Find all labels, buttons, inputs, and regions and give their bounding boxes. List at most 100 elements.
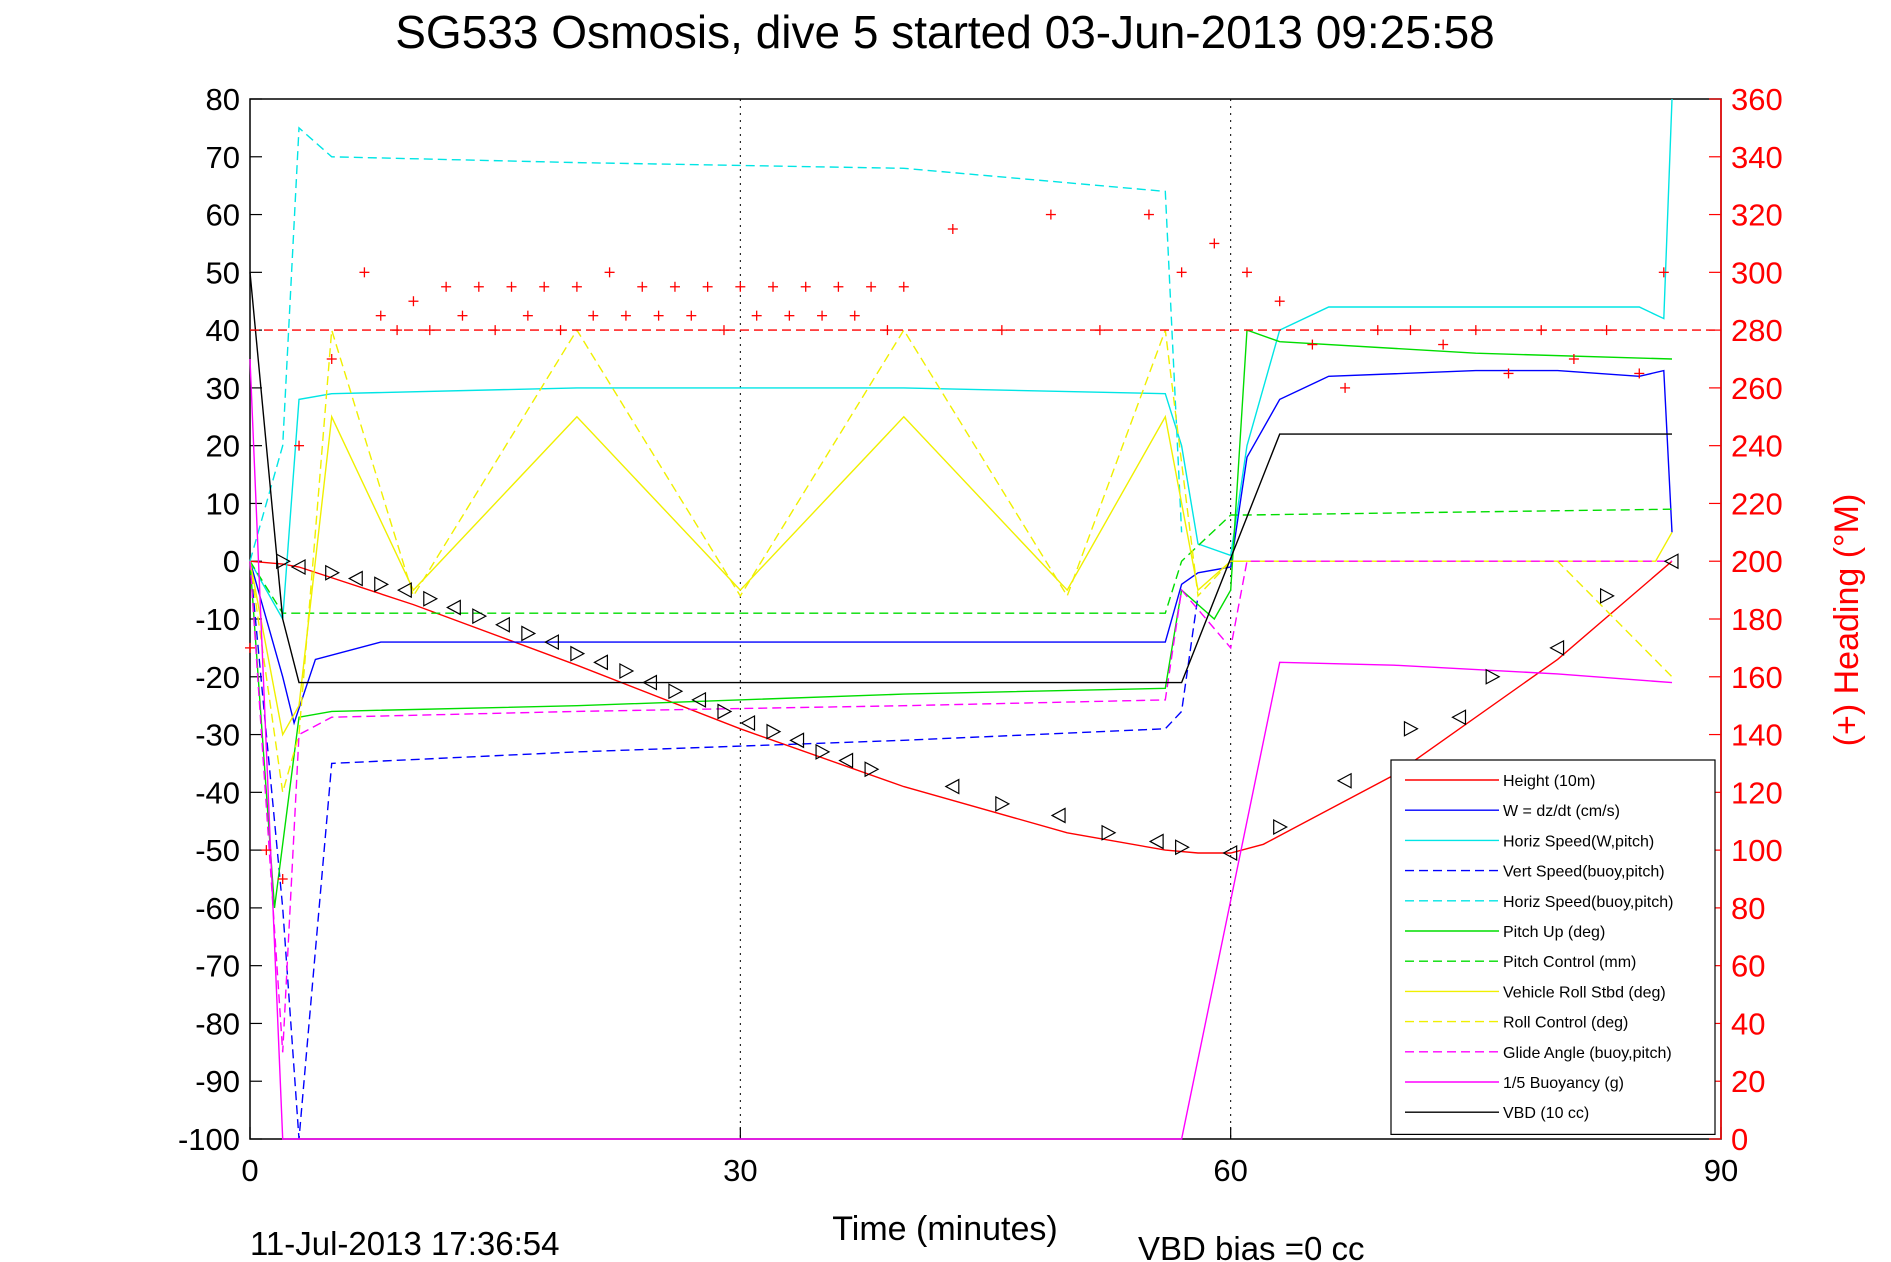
heading-point <box>817 310 828 321</box>
legend-label: Horiz Speed(buoy,pitch) <box>1503 894 1673 911</box>
depth-marker <box>1273 818 1288 836</box>
depth-marker <box>1336 772 1352 789</box>
heading-point <box>490 325 501 336</box>
heading-point <box>637 281 648 292</box>
right-tick-label: 60 <box>1731 949 1765 984</box>
depth-marker <box>944 778 960 795</box>
heading-point <box>294 440 305 451</box>
depth-marker <box>276 553 291 570</box>
heading-point <box>1658 267 1669 278</box>
depth-marker <box>1101 824 1117 841</box>
right-tick-label: 100 <box>1731 833 1783 868</box>
left-tick-label: 30 <box>206 371 240 406</box>
left-tick-label: -50 <box>195 833 240 868</box>
depth-marker <box>619 662 635 680</box>
left-tick-label: 20 <box>206 429 240 464</box>
depth-marker <box>472 608 488 625</box>
depth-marker <box>815 743 831 760</box>
heading-point <box>571 281 582 292</box>
x-tick-label: 30 <box>723 1153 757 1188</box>
heading-point <box>1503 368 1514 379</box>
heading-point <box>800 281 811 292</box>
heading-point <box>1143 209 1154 220</box>
heading-point <box>522 310 533 321</box>
series-line-10 <box>249 358 1673 1140</box>
chart-title: SG533 Osmosis, dive 5 started 03-Jun-201… <box>395 6 1495 58</box>
heading-point <box>735 281 746 292</box>
legend-label: Vehicle Roll Stbd (deg) <box>1503 984 1666 1001</box>
heading-point <box>898 281 909 292</box>
right-tick-label: 340 <box>1731 140 1783 175</box>
depth-marker <box>1663 553 1679 570</box>
heading-point <box>261 845 272 856</box>
heading-point <box>1274 296 1285 307</box>
legend-label: Horiz Speed(W,pitch) <box>1503 833 1654 850</box>
heading-point <box>653 310 664 321</box>
x-tick-label: 90 <box>1704 1153 1738 1188</box>
left-tick-label: -30 <box>195 718 240 753</box>
left-tick-label: 10 <box>206 486 240 521</box>
right-tick-label: 120 <box>1731 775 1783 810</box>
series-line-4 <box>249 126 1183 562</box>
legend-label: W = dz/dt (cm/s) <box>1503 803 1620 820</box>
depth-marker <box>717 703 733 720</box>
right-tick-label: 180 <box>1731 602 1783 637</box>
legend-label: VBD (10 cc) <box>1503 1105 1589 1122</box>
series-line-8 <box>249 328 1673 793</box>
heading-point <box>326 354 337 364</box>
left-tick-label: 0 <box>223 544 240 579</box>
right-tick-label: 20 <box>1731 1064 1765 1099</box>
right-tick-label: 0 <box>1731 1122 1748 1157</box>
left-tick-label: 70 <box>206 140 240 175</box>
depth-markers <box>276 553 1679 862</box>
depth-marker <box>521 625 537 642</box>
legend-label: Vert Speed(buoy,pitch) <box>1503 864 1665 881</box>
heading-point <box>1209 238 1220 249</box>
right-tick-label: 260 <box>1731 371 1783 406</box>
legend-label: Pitch Up (deg) <box>1503 924 1605 941</box>
legend-label: Height (10m) <box>1503 773 1595 790</box>
depth-marker <box>1222 844 1238 862</box>
right-tick-label: 220 <box>1731 486 1783 521</box>
left-tick-label: 60 <box>206 198 240 233</box>
series-line-9 <box>249 560 1672 1053</box>
heading-point <box>245 642 255 653</box>
vbd-bias-footer: VBD bias =0 cc <box>1138 1230 1365 1262</box>
series-line-5 <box>249 329 1673 908</box>
heading-point <box>620 310 631 321</box>
left-tick-label: -40 <box>195 775 240 810</box>
heading-point <box>833 281 844 292</box>
right-tick-label: 140 <box>1731 718 1783 753</box>
depth-marker <box>446 599 461 616</box>
heading-point <box>392 325 403 336</box>
heading-point <box>1470 325 1481 336</box>
depth-marker <box>838 752 854 769</box>
right-tick-label: 80 <box>1731 891 1765 926</box>
depth-marker <box>642 674 658 691</box>
heading-point <box>1405 325 1416 336</box>
legend: Height (10m) W = dz/dt (cm/s) Horiz Speed(… <box>1390 759 1716 1135</box>
left-tick-label: -80 <box>195 1006 240 1041</box>
right-tick-label: 200 <box>1731 544 1783 579</box>
depth-marker <box>1148 833 1164 850</box>
depth-marker <box>864 761 880 778</box>
heading-point <box>555 325 566 336</box>
right-tick-label: 160 <box>1731 660 1783 695</box>
heading-point <box>359 267 370 278</box>
left-tick-label: -70 <box>195 949 240 984</box>
right-tick-label: 360 <box>1731 82 1783 117</box>
depth-marker <box>325 564 340 581</box>
right-y-axis: 3603403203002802602402202001801601401201… <box>1709 82 1783 1157</box>
legend-label: Pitch Control (mm) <box>1503 954 1636 971</box>
depth-marker <box>347 570 363 587</box>
heading-point <box>457 310 468 321</box>
heading-markers <box>245 209 1721 884</box>
heading-point <box>1340 382 1351 393</box>
depth-marker <box>740 714 756 732</box>
depth-marker <box>544 634 559 651</box>
heading-point <box>1176 267 1187 278</box>
heading-point <box>996 325 1007 336</box>
depth-marker <box>495 616 510 633</box>
legend-box <box>1390 759 1716 1135</box>
